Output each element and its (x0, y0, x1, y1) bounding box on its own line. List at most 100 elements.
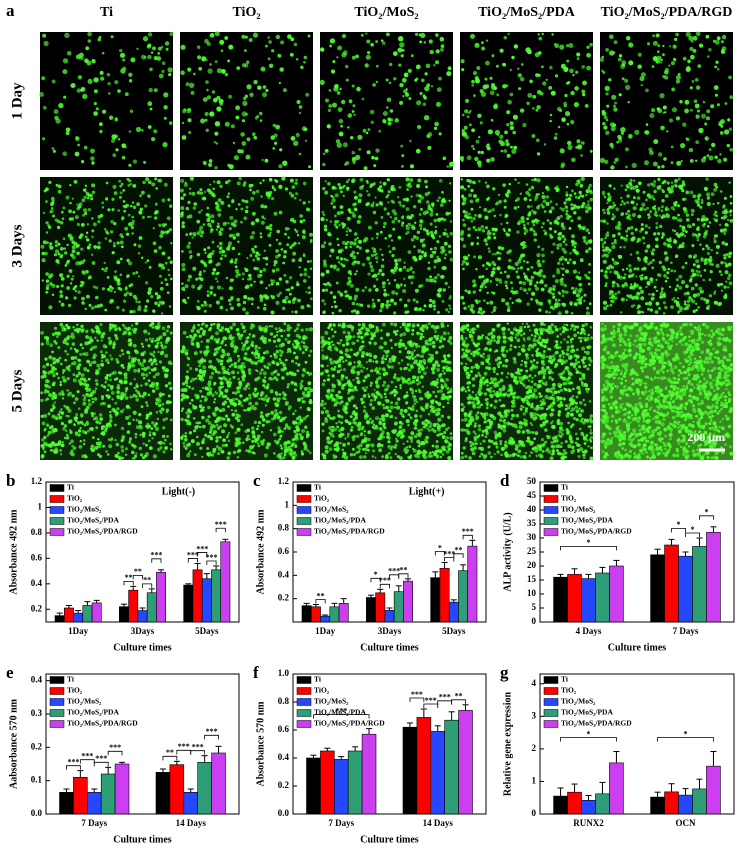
cell (245, 205, 249, 209)
cell (413, 205, 417, 209)
cell (66, 406, 70, 411)
cell (581, 89, 586, 94)
cell (678, 274, 683, 279)
cell (518, 87, 522, 91)
cell (561, 294, 565, 298)
cell (225, 276, 229, 280)
cell (389, 216, 393, 219)
cell (218, 394, 221, 398)
cell (105, 266, 108, 270)
cell (141, 395, 144, 398)
cell (559, 109, 563, 112)
cell (705, 34, 710, 39)
cell (460, 178, 463, 181)
cell (601, 190, 606, 195)
cell (212, 180, 216, 183)
cell (162, 393, 165, 396)
cell (199, 188, 203, 192)
cell (478, 135, 481, 139)
cell (226, 359, 230, 363)
cell (191, 236, 194, 239)
cell (158, 440, 163, 445)
cell (366, 150, 371, 155)
cell (236, 456, 239, 459)
cell (122, 408, 125, 411)
cell (68, 303, 72, 307)
cell (278, 164, 283, 169)
cell (181, 262, 186, 267)
cell (227, 179, 231, 183)
micrograph (39, 31, 174, 170)
cell (565, 191, 568, 194)
cell (148, 360, 151, 363)
cell (393, 216, 398, 221)
cell (508, 258, 512, 263)
cell (460, 230, 465, 234)
cell (259, 232, 263, 235)
cell (331, 195, 335, 199)
cell (517, 181, 520, 185)
cell (344, 245, 348, 249)
cell (523, 272, 526, 276)
cell (729, 214, 732, 217)
cell (567, 81, 571, 84)
cell (324, 190, 329, 195)
cell (201, 332, 206, 336)
cell (59, 294, 64, 299)
cell (197, 331, 200, 334)
cell (288, 451, 292, 456)
cell (368, 288, 372, 292)
cell (518, 219, 522, 224)
cell (187, 108, 192, 112)
cell (620, 297, 625, 302)
cell (208, 159, 213, 163)
cell (214, 201, 219, 206)
cell (572, 260, 577, 265)
cell (201, 415, 205, 420)
cell (279, 353, 283, 357)
cell (227, 418, 231, 422)
cell (470, 207, 474, 211)
cell (276, 229, 281, 234)
cell (573, 250, 578, 255)
cell (322, 162, 326, 167)
cell (73, 416, 78, 421)
cell (224, 121, 230, 127)
cell (220, 450, 224, 454)
cell (220, 200, 225, 205)
cell (358, 215, 362, 219)
cell (375, 274, 378, 277)
cell (68, 269, 73, 273)
cell (265, 44, 268, 48)
cell (129, 183, 133, 186)
cell (487, 129, 493, 135)
cell (213, 400, 216, 404)
cell (237, 149, 242, 154)
cell (673, 58, 677, 62)
cell (471, 128, 475, 133)
cell (620, 131, 624, 135)
cell (259, 298, 263, 303)
cell (646, 193, 651, 198)
cell (49, 242, 53, 246)
cell (199, 327, 203, 331)
cell (295, 417, 299, 421)
cell (407, 298, 411, 303)
cell (221, 429, 225, 434)
cell (226, 383, 231, 388)
cell (485, 278, 489, 282)
cell (281, 376, 285, 380)
cell (207, 222, 212, 227)
cell (724, 129, 730, 135)
cell (71, 362, 74, 365)
cell (180, 196, 184, 200)
cell (55, 183, 59, 187)
cell (188, 232, 192, 236)
cell (285, 280, 289, 284)
cell (142, 442, 145, 445)
cell (189, 254, 193, 258)
cell (676, 284, 679, 288)
cell (148, 180, 152, 184)
cell (83, 195, 87, 199)
cell (215, 228, 218, 231)
